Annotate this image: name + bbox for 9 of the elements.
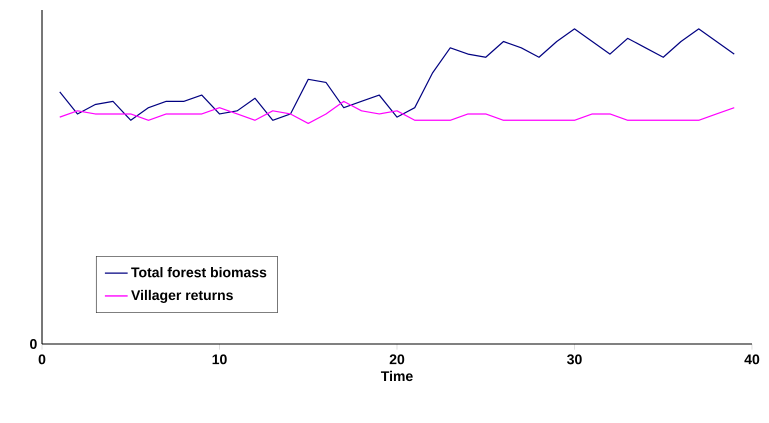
x-tick-label: 30	[567, 354, 582, 364]
x-tick-label: 0	[38, 354, 46, 364]
x-tick-label: 10	[212, 354, 227, 364]
x-tick-label: 40	[744, 354, 760, 364]
legend-label: Villager returns	[131, 290, 233, 303]
x-axis-title: Time	[380, 370, 413, 382]
x-tick-label: 20	[390, 354, 404, 364]
legend-label: Total forest biomass	[131, 267, 266, 278]
text: 0	[30, 339, 37, 349]
